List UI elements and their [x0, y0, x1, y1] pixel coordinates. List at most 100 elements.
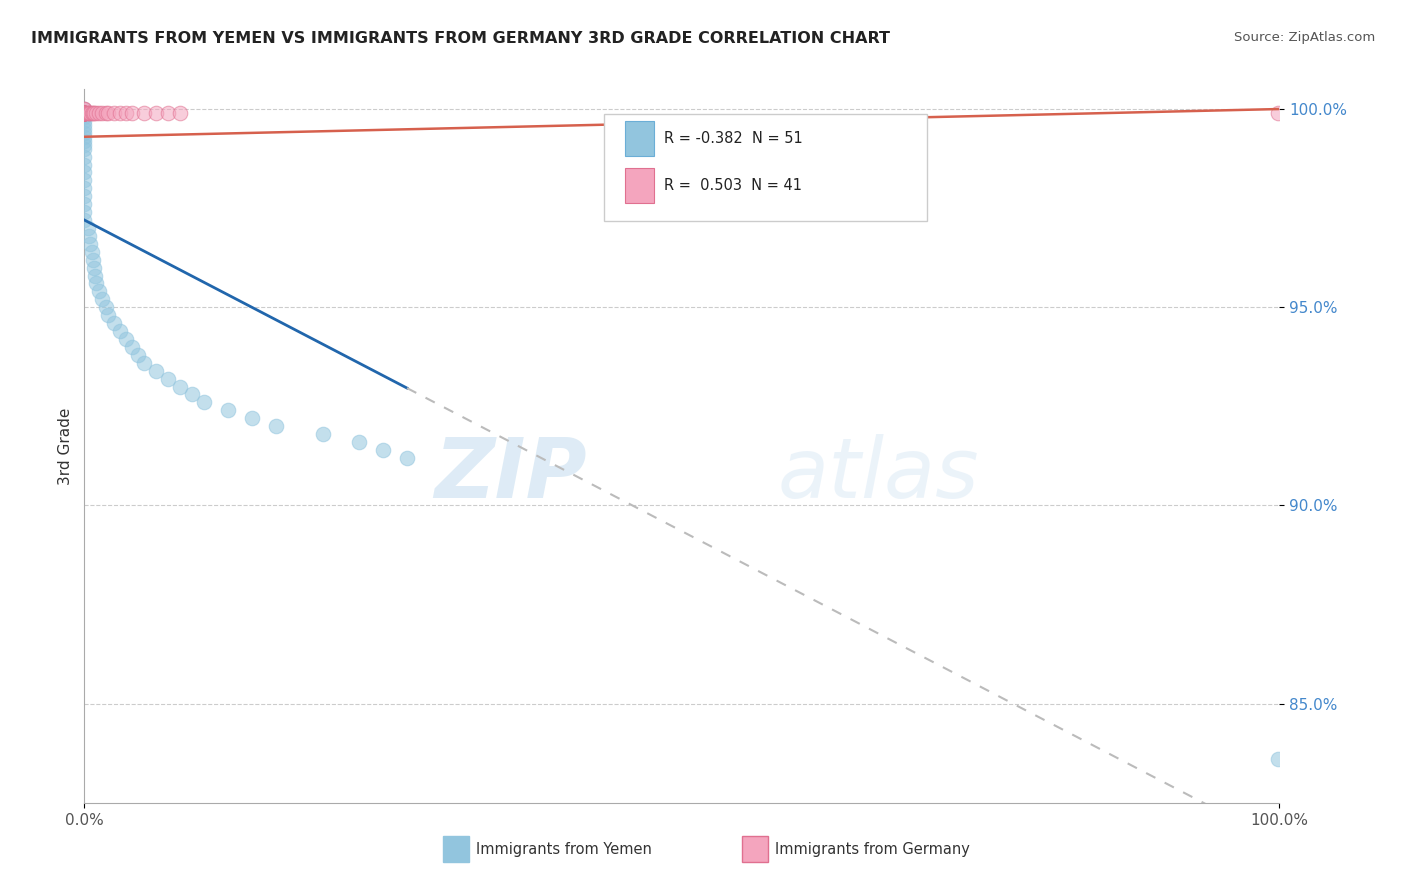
Point [1267, 106, 1289, 120]
Point [73, 126, 96, 140]
Point [77, 228, 100, 243]
Point [73, 106, 96, 120]
Point [240, 411, 263, 425]
Text: Immigrants from Germany: Immigrants from Germany [775, 842, 970, 856]
Point [94, 300, 117, 314]
Point [110, 106, 132, 120]
Point [157, 371, 180, 385]
Point [73, 165, 96, 179]
Point [76, 106, 98, 120]
Text: R = -0.382  N = 51: R = -0.382 N = 51 [664, 131, 803, 146]
Point [73, 106, 96, 120]
Point [264, 419, 287, 434]
Point [87, 285, 110, 299]
Point [73, 142, 96, 156]
Point [73, 114, 96, 128]
Point [396, 450, 419, 465]
Point [1267, 752, 1289, 766]
Text: Immigrants from Yemen: Immigrants from Yemen [477, 842, 652, 856]
Point [91, 293, 114, 307]
Point [91, 106, 114, 120]
Point [145, 106, 167, 120]
Point [73, 173, 96, 187]
Point [169, 379, 191, 393]
Point [82, 252, 104, 267]
Point [115, 106, 138, 120]
Point [82, 106, 104, 120]
Text: ZIP: ZIP [433, 434, 586, 515]
Y-axis label: 3rd Grade: 3rd Grade [58, 408, 73, 484]
Point [73, 106, 96, 120]
Text: IMMIGRANTS FROM YEMEN VS IMMIGRANTS FROM GERMANY 3RD GRADE CORRELATION CHART: IMMIGRANTS FROM YEMEN VS IMMIGRANTS FROM… [31, 31, 890, 46]
Point [73, 106, 96, 120]
Point [121, 340, 143, 354]
Bar [443, 837, 470, 862]
Point [80, 244, 103, 259]
Point [169, 106, 191, 120]
Point [73, 106, 96, 120]
Text: R =  0.503  N = 41: R = 0.503 N = 41 [664, 178, 801, 193]
Point [86, 106, 108, 120]
Text: atlas: atlas [778, 434, 979, 515]
Point [97, 308, 120, 322]
Point [73, 129, 96, 144]
Bar [742, 837, 768, 862]
Point [80, 106, 103, 120]
Point [73, 121, 96, 136]
Point [73, 106, 96, 120]
Point [83, 260, 105, 275]
Point [373, 442, 395, 457]
Point [94, 106, 117, 120]
Point [73, 189, 96, 203]
Point [132, 106, 156, 120]
Point [73, 150, 96, 164]
Point [73, 106, 96, 120]
Point [73, 106, 96, 120]
Point [73, 106, 96, 120]
Point [73, 181, 96, 195]
Point [73, 106, 96, 120]
Point [73, 106, 96, 120]
Point [217, 403, 239, 417]
Point [73, 106, 96, 120]
Point [73, 118, 96, 132]
Point [157, 106, 180, 120]
Point [84, 268, 107, 283]
Point [73, 134, 96, 148]
Bar [624, 121, 654, 156]
Point [181, 387, 204, 401]
Point [73, 102, 96, 116]
Point [103, 316, 125, 330]
Point [110, 324, 132, 338]
Text: Source: ZipAtlas.com: Source: ZipAtlas.com [1234, 31, 1375, 45]
Point [132, 356, 156, 370]
Bar [624, 169, 654, 202]
Point [73, 106, 96, 120]
Point [115, 332, 138, 346]
Point [79, 106, 101, 120]
Point [97, 106, 120, 120]
Point [83, 106, 105, 120]
Point [73, 106, 96, 120]
Point [349, 435, 371, 450]
Point [312, 427, 335, 442]
Point [73, 197, 96, 211]
Point [73, 106, 96, 120]
Point [121, 106, 143, 120]
FancyBboxPatch shape [605, 114, 927, 221]
Point [127, 348, 149, 362]
Point [103, 106, 125, 120]
Point [77, 221, 100, 235]
Point [193, 395, 215, 409]
Point [73, 106, 96, 120]
Point [73, 110, 96, 124]
Point [73, 205, 96, 219]
Point [77, 106, 100, 120]
Point [73, 102, 96, 116]
Point [73, 106, 96, 120]
Point [73, 106, 96, 120]
Point [73, 102, 96, 116]
Point [86, 277, 108, 291]
Point [73, 137, 96, 152]
Point [73, 213, 96, 227]
